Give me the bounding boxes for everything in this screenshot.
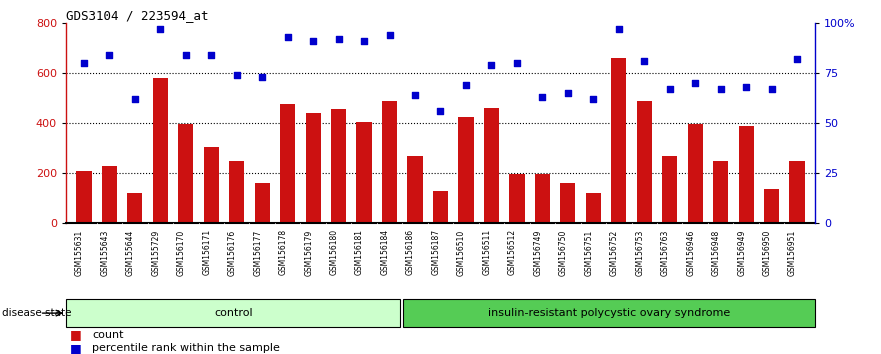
Bar <box>331 109 346 223</box>
Bar <box>789 161 804 223</box>
Point <box>128 96 142 102</box>
Bar <box>127 193 143 223</box>
Point <box>179 52 193 58</box>
Bar <box>637 101 652 223</box>
Point <box>561 90 575 96</box>
Point <box>586 96 600 102</box>
Text: control: control <box>215 308 253 318</box>
Bar <box>407 155 423 223</box>
Bar <box>458 117 474 223</box>
Bar <box>178 124 194 223</box>
Bar <box>687 124 703 223</box>
Text: count: count <box>93 330 124 339</box>
Bar <box>433 190 448 223</box>
Point <box>433 108 448 114</box>
Point <box>637 58 651 64</box>
Bar <box>484 108 499 223</box>
Bar <box>738 126 754 223</box>
Bar <box>280 104 295 223</box>
Point <box>611 26 626 32</box>
Point <box>230 72 244 78</box>
Text: disease state: disease state <box>2 308 71 318</box>
Bar <box>586 193 601 223</box>
Point <box>765 86 779 92</box>
Point <box>790 56 804 62</box>
Bar <box>403 299 815 327</box>
Bar <box>306 113 321 223</box>
Point <box>102 52 116 58</box>
Point <box>510 60 524 66</box>
Bar <box>66 299 400 327</box>
Point <box>357 38 371 44</box>
Point <box>408 92 422 98</box>
Point <box>485 62 499 68</box>
Bar <box>382 101 397 223</box>
Point <box>688 80 702 86</box>
Bar <box>77 171 92 223</box>
Point <box>153 26 167 32</box>
Text: ■: ■ <box>70 328 82 341</box>
Point <box>281 34 295 40</box>
Point <box>77 60 91 66</box>
Bar <box>663 155 677 223</box>
Bar <box>509 174 524 223</box>
Point <box>714 86 728 92</box>
Point <box>739 84 753 90</box>
Point <box>255 74 270 80</box>
Point <box>204 52 218 58</box>
Bar <box>764 189 780 223</box>
Bar <box>204 147 218 223</box>
Point <box>663 86 677 92</box>
Text: ■: ■ <box>70 342 82 354</box>
Bar <box>229 161 244 223</box>
Bar <box>152 78 168 223</box>
Point <box>306 38 320 44</box>
Text: insulin-resistant polycystic ovary syndrome: insulin-resistant polycystic ovary syndr… <box>488 308 730 318</box>
Point <box>459 82 473 88</box>
Point <box>536 94 550 100</box>
Bar <box>535 174 550 223</box>
Bar <box>357 122 372 223</box>
Bar <box>101 166 117 223</box>
Bar <box>255 183 270 223</box>
Bar <box>560 183 575 223</box>
Text: percentile rank within the sample: percentile rank within the sample <box>93 343 280 353</box>
Point <box>331 36 345 42</box>
Point <box>382 32 396 38</box>
Bar <box>611 58 626 223</box>
Bar <box>713 160 729 223</box>
Text: GDS3104 / 223594_at: GDS3104 / 223594_at <box>66 9 209 22</box>
